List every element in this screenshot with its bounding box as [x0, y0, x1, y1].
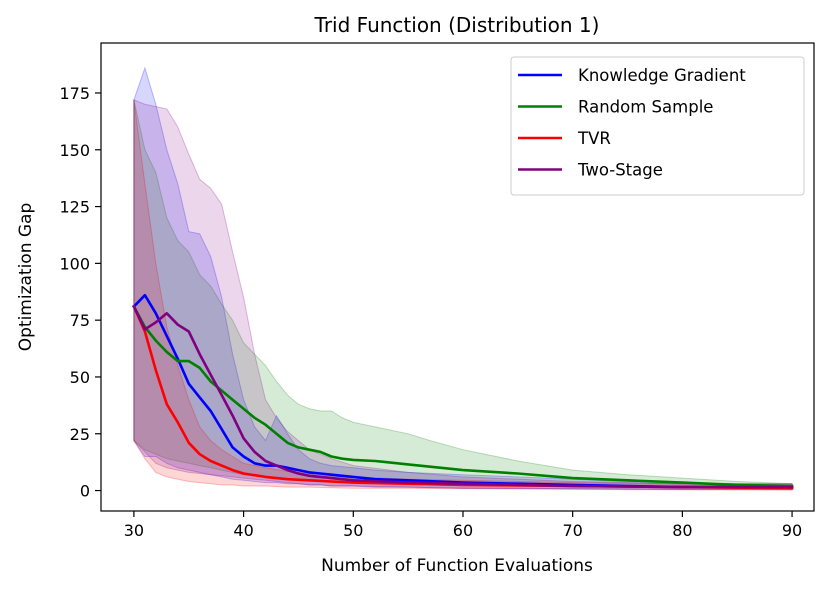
- chart-title: Trid Function (Distribution 1): [314, 13, 600, 37]
- y-axis-ticks: 0 25 50 75 100 125 150 175: [59, 84, 101, 501]
- x-tick-label: 30: [124, 521, 144, 540]
- line-two-stage: [132, 304, 794, 489]
- x-tick-label: 90: [782, 521, 802, 540]
- x-tick-label: 70: [562, 521, 582, 540]
- y-axis-label: Optimization Gap: [16, 203, 36, 352]
- line-random-sample: [132, 304, 794, 488]
- x-tick-label: 80: [672, 521, 692, 540]
- x-axis-ticks: 30 40 50 60 70 80 90: [124, 511, 802, 540]
- series-lines: [132, 293, 794, 490]
- legend: Knowledge Gradient Random Sample TVR Two-St…: [510, 56, 805, 196]
- legend-box: [510, 56, 805, 196]
- x-tick-label: 60: [453, 521, 473, 540]
- x-tick-label: 50: [343, 521, 363, 540]
- y-tick-label: 100: [59, 254, 90, 273]
- y-tick-label: 25: [70, 425, 90, 444]
- y-tick-label: 50: [70, 368, 90, 387]
- y-tick-label: 150: [59, 141, 90, 160]
- legend-label-knowledge-gradient: Knowledge Gradient: [578, 66, 746, 85]
- x-axis-label: Number of Function Evaluations: [321, 556, 593, 576]
- band-tvr: [133, 99, 793, 491]
- y-tick-label: 75: [70, 311, 90, 330]
- legend-label-tvr: TVR: [577, 129, 611, 148]
- legend-label-two-stage: Two-Stage: [577, 161, 663, 180]
- plot-frame: [100, 42, 815, 512]
- legend-label-random-sample: Random Sample: [578, 98, 713, 117]
- y-tick-label: 175: [59, 84, 90, 103]
- x-tick-label: 40: [233, 521, 253, 540]
- y-tick-label: 0: [80, 482, 90, 501]
- y-tick-label: 125: [59, 198, 90, 217]
